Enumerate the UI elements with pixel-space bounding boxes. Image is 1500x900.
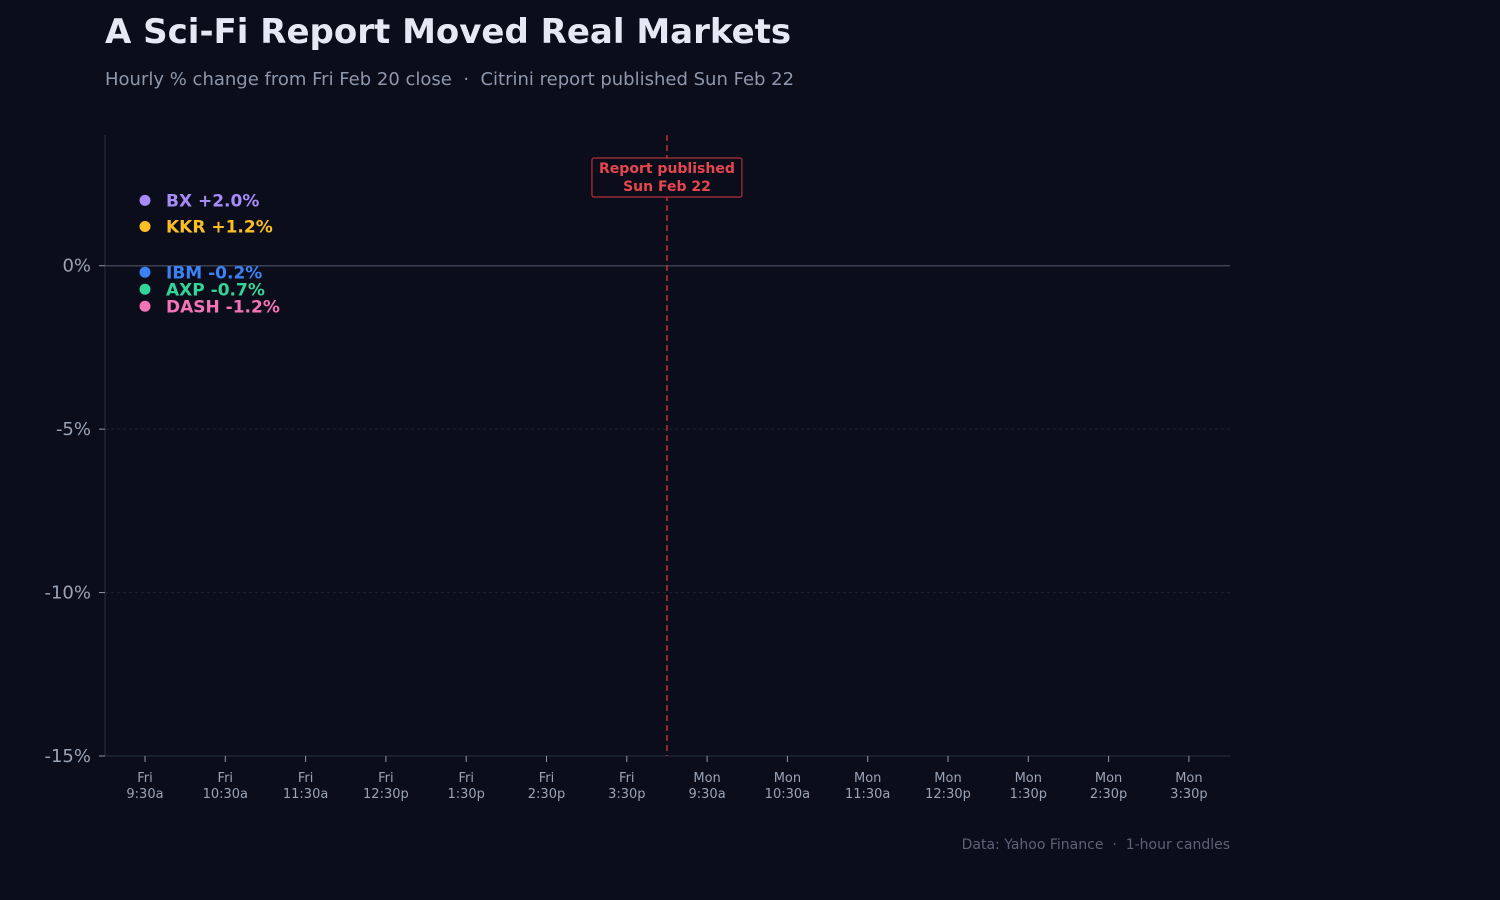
legend-marker-dash bbox=[139, 300, 151, 312]
x-tick-label-day: Fri bbox=[298, 771, 314, 786]
y-tick-label: -15% bbox=[44, 746, 91, 767]
y-tick-label: 0% bbox=[62, 256, 91, 277]
x-tick-label-time: 3:30p bbox=[608, 787, 645, 802]
x-tick-label-day: Mon bbox=[1015, 771, 1042, 786]
x-tick-label-time: 11:30a bbox=[283, 787, 328, 802]
event-label-line1: Report published bbox=[599, 161, 735, 177]
y-tick-label: -10% bbox=[44, 583, 91, 604]
x-tick-label-day: Mon bbox=[854, 771, 881, 786]
x-tick-label-time: 12:30p bbox=[363, 787, 409, 802]
x-tick-label-day: Fri bbox=[539, 771, 555, 786]
x-tick-label-time: 9:30a bbox=[689, 787, 726, 802]
x-tick-label-day: Fri bbox=[218, 771, 234, 786]
x-tick-label-time: 10:30a bbox=[765, 787, 810, 802]
source-note: Data: Yahoo Finance · 1-hour candles bbox=[962, 837, 1230, 853]
x-tick-label-day: Mon bbox=[774, 771, 801, 786]
x-tick-label-day: Mon bbox=[1175, 771, 1202, 786]
y-tick-label: -5% bbox=[56, 419, 91, 440]
x-tick-label-day: Fri bbox=[619, 771, 635, 786]
x-tick-label-time: 2:30p bbox=[528, 787, 565, 802]
x-tick-label-time: 3:30p bbox=[1170, 787, 1207, 802]
x-tick-label-time: 12:30p bbox=[925, 787, 971, 802]
chart-subtitle: Hourly % change from Fri Feb 20 close · … bbox=[105, 69, 794, 90]
plot-area: 0%-5%-10%-15%Fri9:30aFri10:30aFri11:30aF… bbox=[44, 135, 1230, 802]
x-tick-label-day: Mon bbox=[693, 771, 720, 786]
legend-label-kkr: KKR +1.2% bbox=[166, 218, 273, 238]
x-tick-label-time: 1:30p bbox=[447, 787, 484, 802]
legend-marker-axp bbox=[139, 283, 151, 295]
chart-title: A Sci-Fi Report Moved Real Markets bbox=[105, 12, 791, 52]
legend-marker-ibm bbox=[139, 266, 151, 278]
event-label-box bbox=[591, 157, 743, 198]
x-tick-label-day: Mon bbox=[1095, 771, 1122, 786]
x-tick-label-time: 11:30a bbox=[845, 787, 890, 802]
legend-label-dash: DASH -1.2% bbox=[166, 297, 280, 317]
x-tick-label-time: 9:30a bbox=[126, 787, 163, 802]
legend-marker-bx bbox=[139, 194, 151, 206]
x-tick-label-time: 10:30a bbox=[203, 787, 248, 802]
x-tick-label-day: Fri bbox=[137, 771, 153, 786]
legend-marker-kkr bbox=[139, 221, 151, 233]
legend-label-ibm: IBM -0.2% bbox=[166, 263, 262, 283]
x-tick-label-day: Fri bbox=[458, 771, 474, 786]
legend-label-bx: BX +2.0% bbox=[166, 191, 259, 211]
legend-label-axp: AXP -0.7% bbox=[166, 280, 265, 300]
x-tick-label-time: 2:30p bbox=[1090, 787, 1127, 802]
x-tick-label-day: Mon bbox=[934, 771, 961, 786]
event-label-line2: Sun Feb 22 bbox=[623, 179, 711, 195]
x-tick-label-day: Fri bbox=[378, 771, 394, 786]
x-tick-label-time: 1:30p bbox=[1010, 787, 1047, 802]
